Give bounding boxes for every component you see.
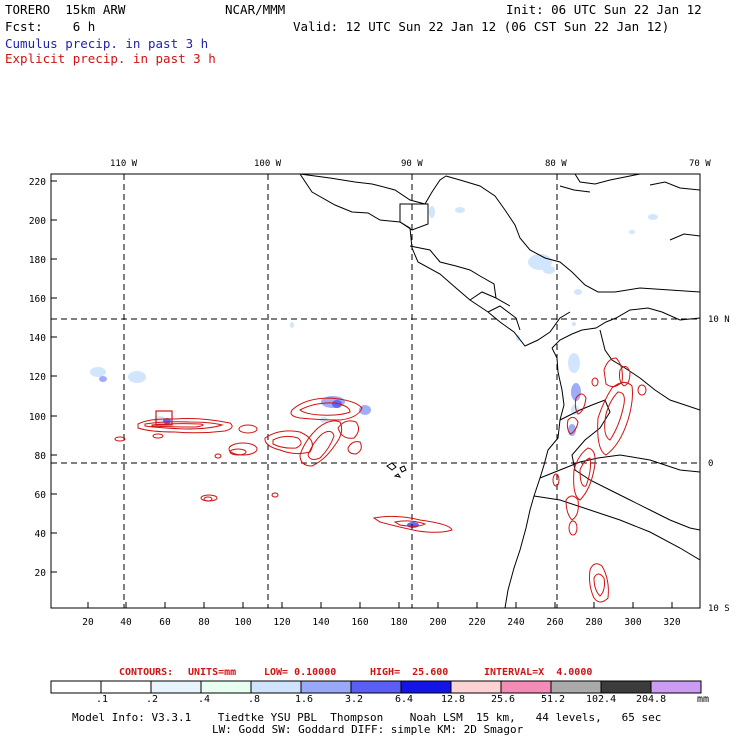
x-tick: 100: [234, 617, 251, 628]
y-tick: 220: [29, 177, 46, 188]
y-tick: 60: [35, 490, 47, 501]
colorbar-swatch: [200, 680, 252, 694]
lon-label-70w: 70 W: [689, 159, 711, 169]
contours-interval: INTERVAL=X 4.0000: [484, 667, 593, 678]
valid-time: Valid: 12 UTC Sun 22 Jan 12 (06 CST Sun …: [293, 19, 670, 34]
x-tick: 300: [624, 617, 641, 628]
lon-label-100w: 100 W: [254, 159, 282, 169]
colorbar-units: mm: [697, 694, 710, 705]
colorbar-label: 102.4: [586, 694, 617, 705]
y-tick: 200: [29, 216, 46, 227]
y-tick: 180: [29, 255, 46, 266]
explicit-precip-contours: [114, 357, 647, 603]
contours-low: LOW= 0.10000: [264, 667, 337, 678]
y-tick: 120: [29, 372, 46, 383]
lon-label-80w: 80 W: [545, 159, 567, 169]
lon-label-90w: 90 W: [401, 159, 423, 169]
axis-ticks: [51, 180, 673, 608]
colorbar-label: 12.8: [441, 694, 466, 705]
model-title: TORERO 15km ARW: [5, 2, 126, 17]
colorbar-label: .1: [96, 694, 109, 705]
colorbar-swatch: [550, 680, 602, 694]
colorbar-swatch: [100, 680, 152, 694]
latlon-grid: [51, 174, 700, 608]
colorbar-label: .4: [198, 694, 211, 705]
colorbar-swatch: [450, 680, 502, 694]
colorbar-label: 6.4: [395, 694, 414, 705]
org-label: NCAR/MMM: [225, 2, 286, 17]
colorbar-swatch: [400, 680, 452, 694]
coastlines: [299, 174, 700, 608]
city-marker: [155, 410, 173, 426]
model-info-line2: LW: Godd SW: Goddard DIFF: simple KM: 2D…: [212, 723, 524, 736]
x-tick: 80: [198, 617, 210, 628]
y-tick: 40: [35, 529, 47, 540]
x-tick: 320: [663, 617, 680, 628]
x-tick: 40: [120, 617, 132, 628]
cumulus-legend: Cumulus precip. in past 3 h: [5, 36, 209, 51]
explicit-legend: Explicit precip. in past 3 h: [5, 51, 216, 66]
contours-units: UNITS=mm: [188, 667, 237, 678]
x-tick: 260: [546, 617, 563, 628]
colorbar-label: 25.6: [491, 694, 516, 705]
map-frame: [50, 173, 701, 609]
contours-label: CONTOURS:: [119, 667, 174, 678]
colorbar-label: .8: [248, 694, 261, 705]
x-tick: 160: [351, 617, 368, 628]
colorbar-label: 204.8: [636, 694, 667, 705]
model-info-line1: Model Info: V3.3.1 Tiedtke YSU PBL Thomp…: [72, 711, 662, 724]
colorbar-swatch: [500, 680, 552, 694]
colorbar-swatch: [350, 680, 402, 694]
y-tick: 140: [29, 333, 46, 344]
lat-label-10s: 10 S: [708, 604, 730, 614]
x-tick: 240: [507, 617, 524, 628]
colorbar-label: 1.6: [295, 694, 314, 705]
y-tick: 100: [29, 412, 46, 423]
init-time: Init: 06 UTC Sun 22 Jan 12: [506, 2, 702, 17]
colorbar-swatch: [250, 680, 302, 694]
colorbar-swatch: [50, 680, 102, 694]
lat-label-0: 0: [708, 459, 713, 469]
forecast-hour: Fcst: 6 h: [5, 19, 96, 34]
x-tick: 140: [312, 617, 329, 628]
x-tick: 120: [273, 617, 290, 628]
x-tick: 60: [159, 617, 171, 628]
x-tick: 20: [82, 617, 94, 628]
colorbar-swatch: [300, 680, 352, 694]
colorbar-swatch: [150, 680, 202, 694]
lon-label-110w: 110 W: [110, 159, 138, 169]
y-tick: 20: [35, 568, 47, 579]
x-tick: 220: [468, 617, 485, 628]
colorbar-label: 51.2: [541, 694, 566, 705]
colorbar-swatch: [650, 680, 702, 694]
y-tick: 80: [35, 451, 47, 462]
y-tick: 160: [29, 294, 46, 305]
x-tick: 180: [390, 617, 407, 628]
lat-label-10n: 10 N: [708, 315, 730, 325]
contours-high: HIGH= 25.600: [370, 667, 449, 678]
x-tick: 200: [429, 617, 446, 628]
colorbar: [50, 680, 702, 694]
colorbar-label: 3.2: [345, 694, 364, 705]
colorbar-swatch: [600, 680, 652, 694]
colorbar-label: .2: [146, 694, 159, 705]
x-tick: 280: [585, 617, 602, 628]
